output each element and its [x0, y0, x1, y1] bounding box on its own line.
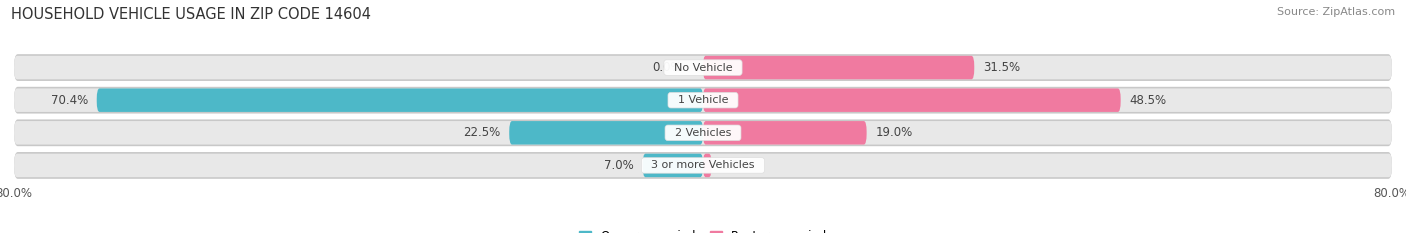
FancyBboxPatch shape	[509, 121, 703, 144]
FancyBboxPatch shape	[14, 154, 1392, 177]
FancyBboxPatch shape	[14, 120, 1392, 146]
Text: 7.0%: 7.0%	[605, 159, 634, 172]
Text: 2 Vehicles: 2 Vehicles	[668, 128, 738, 138]
FancyBboxPatch shape	[703, 154, 711, 177]
Text: 19.0%: 19.0%	[875, 126, 912, 139]
Text: 1.0%: 1.0%	[720, 159, 749, 172]
FancyBboxPatch shape	[643, 154, 703, 177]
Text: 70.4%: 70.4%	[51, 94, 89, 107]
FancyBboxPatch shape	[14, 56, 1392, 79]
FancyBboxPatch shape	[703, 89, 1121, 112]
Text: 1 Vehicle: 1 Vehicle	[671, 95, 735, 105]
FancyBboxPatch shape	[14, 152, 1392, 179]
Legend: Owner-occupied, Renter-occupied: Owner-occupied, Renter-occupied	[574, 225, 832, 233]
FancyBboxPatch shape	[703, 121, 866, 144]
Text: Source: ZipAtlas.com: Source: ZipAtlas.com	[1277, 7, 1395, 17]
FancyBboxPatch shape	[14, 121, 1392, 145]
Text: HOUSEHOLD VEHICLE USAGE IN ZIP CODE 14604: HOUSEHOLD VEHICLE USAGE IN ZIP CODE 1460…	[11, 7, 371, 22]
FancyBboxPatch shape	[14, 87, 1392, 113]
FancyBboxPatch shape	[703, 56, 974, 79]
Text: 22.5%: 22.5%	[464, 126, 501, 139]
Text: 48.5%: 48.5%	[1129, 94, 1167, 107]
Text: 31.5%: 31.5%	[983, 61, 1019, 74]
FancyBboxPatch shape	[97, 89, 703, 112]
Text: No Vehicle: No Vehicle	[666, 63, 740, 72]
FancyBboxPatch shape	[14, 54, 1392, 81]
Text: 3 or more Vehicles: 3 or more Vehicles	[644, 161, 762, 170]
FancyBboxPatch shape	[14, 88, 1392, 112]
Text: 0.0%: 0.0%	[652, 61, 682, 74]
